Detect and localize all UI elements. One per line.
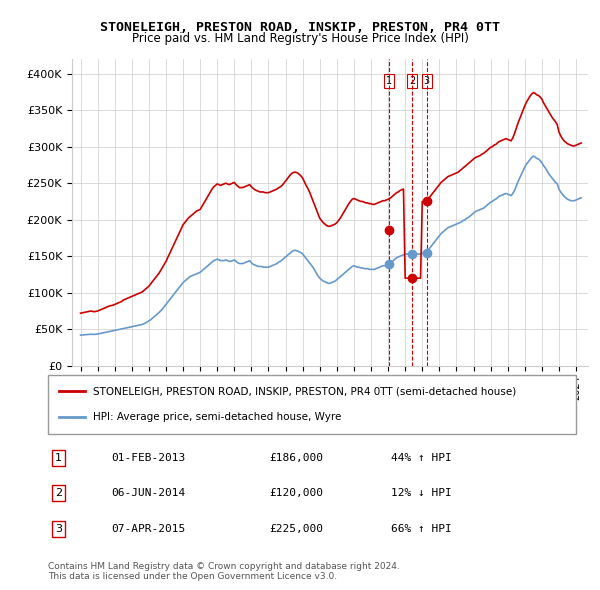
- Text: £186,000: £186,000: [270, 453, 324, 463]
- Text: 12% ↓ HPI: 12% ↓ HPI: [391, 488, 452, 498]
- Text: 2: 2: [55, 488, 62, 498]
- Text: 01-FEB-2013: 01-FEB-2013: [112, 453, 185, 463]
- Text: £225,000: £225,000: [270, 524, 324, 534]
- Text: HPI: Average price, semi-detached house, Wyre: HPI: Average price, semi-detached house,…: [93, 412, 341, 422]
- Text: STONELEIGH, PRESTON ROAD, INSKIP, PRESTON, PR4 0TT: STONELEIGH, PRESTON ROAD, INSKIP, PRESTO…: [100, 21, 500, 34]
- Text: Contains HM Land Registry data © Crown copyright and database right 2024.: Contains HM Land Registry data © Crown c…: [48, 562, 400, 571]
- Text: 06-JUN-2014: 06-JUN-2014: [112, 488, 185, 498]
- Text: 2: 2: [409, 76, 415, 86]
- Text: STONELEIGH, PRESTON ROAD, INSKIP, PRESTON, PR4 0TT (semi-detached house): STONELEIGH, PRESTON ROAD, INSKIP, PRESTO…: [93, 386, 516, 396]
- Text: 1: 1: [386, 76, 392, 86]
- Text: 1: 1: [55, 453, 62, 463]
- Text: 3: 3: [424, 76, 430, 86]
- Text: £120,000: £120,000: [270, 488, 324, 498]
- Text: 07-APR-2015: 07-APR-2015: [112, 524, 185, 534]
- FancyBboxPatch shape: [48, 375, 576, 434]
- Text: 66% ↑ HPI: 66% ↑ HPI: [391, 524, 452, 534]
- Text: 3: 3: [55, 524, 62, 534]
- Text: 44% ↑ HPI: 44% ↑ HPI: [391, 453, 452, 463]
- Text: Price paid vs. HM Land Registry's House Price Index (HPI): Price paid vs. HM Land Registry's House …: [131, 32, 469, 45]
- Text: This data is licensed under the Open Government Licence v3.0.: This data is licensed under the Open Gov…: [48, 572, 337, 581]
